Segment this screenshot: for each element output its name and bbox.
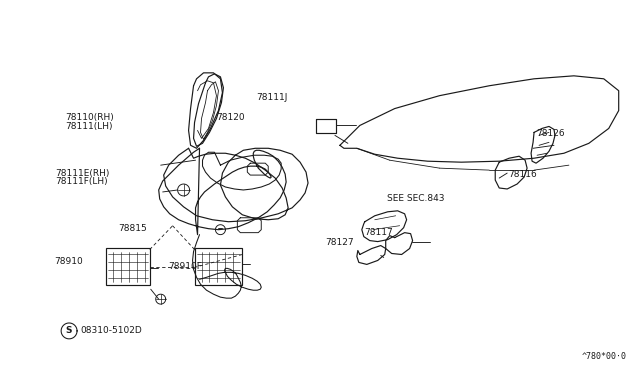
- Text: SEE SEC.843: SEE SEC.843: [387, 195, 444, 203]
- Text: ^780*00·0: ^780*00·0: [582, 352, 627, 361]
- Text: 08310-5102D: 08310-5102D: [80, 326, 142, 336]
- Text: 78116: 78116: [508, 170, 537, 179]
- Text: 78815: 78815: [118, 224, 147, 233]
- Text: 78111J: 78111J: [256, 93, 287, 102]
- Text: 78127: 78127: [325, 238, 354, 247]
- Text: 78910F: 78910F: [168, 262, 202, 270]
- Text: 78117: 78117: [365, 228, 394, 237]
- Text: 78126: 78126: [537, 129, 565, 138]
- Text: S: S: [66, 326, 72, 336]
- Text: 78111E(RH): 78111E(RH): [56, 169, 110, 177]
- Text: 78910: 78910: [54, 257, 83, 266]
- FancyBboxPatch shape: [195, 247, 243, 285]
- FancyBboxPatch shape: [106, 247, 150, 285]
- Text: 78120: 78120: [216, 113, 244, 122]
- Text: 78111(LH): 78111(LH): [65, 122, 113, 131]
- Text: 78111F(LH): 78111F(LH): [56, 177, 108, 186]
- Text: 78110(RH): 78110(RH): [65, 113, 114, 122]
